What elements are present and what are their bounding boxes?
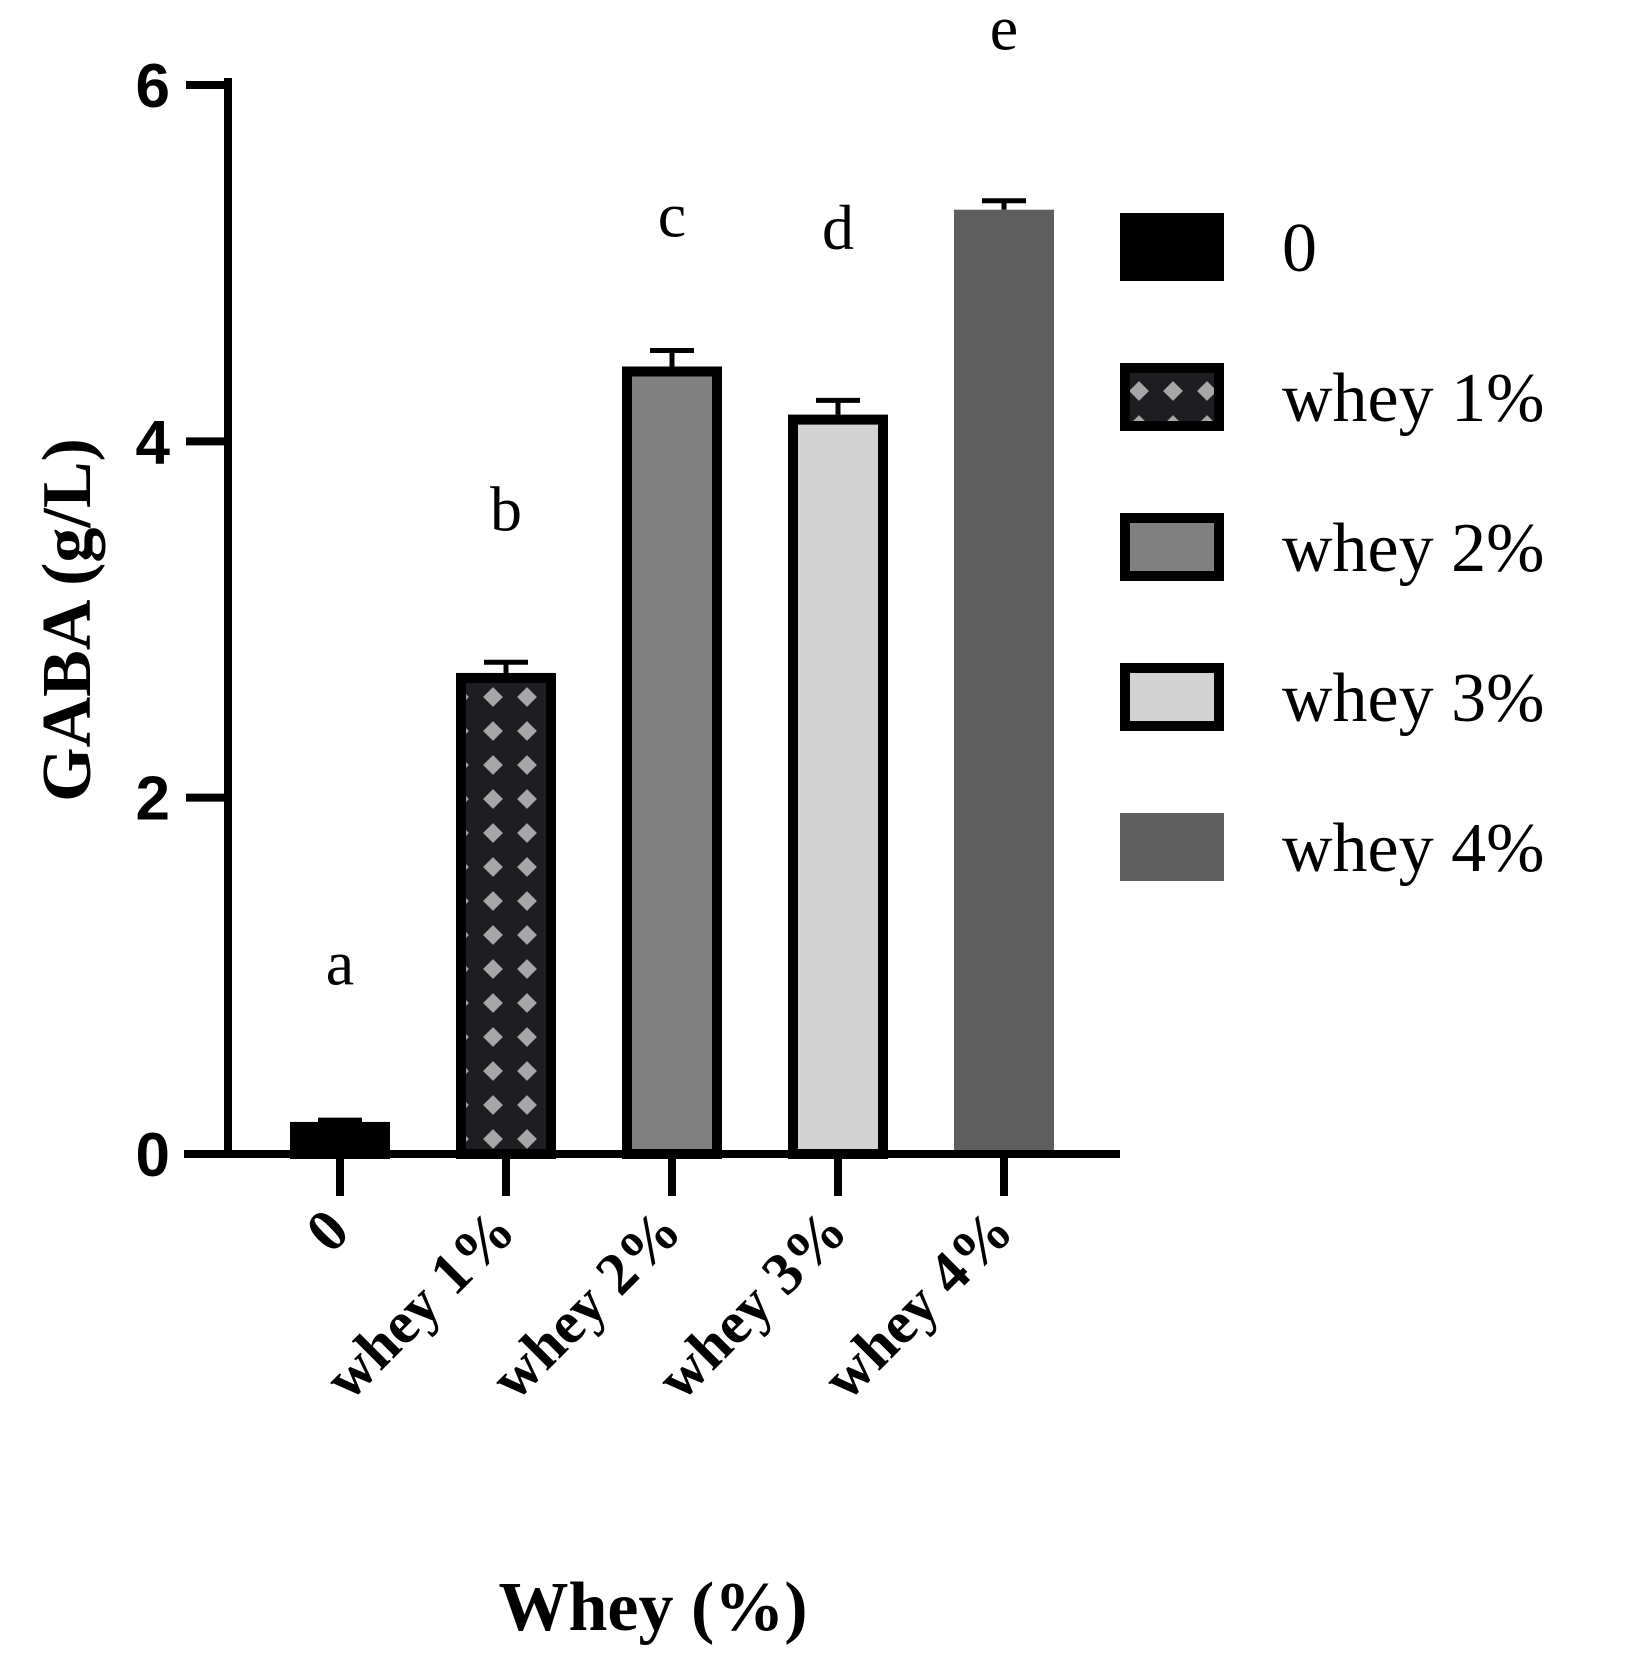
legend-swatch-3 <box>1120 663 1224 731</box>
y-tick-label-3: 6 <box>136 52 170 121</box>
legend-item-4: whey 4% <box>1120 810 1544 887</box>
error-bar-1 <box>484 659 528 673</box>
significance-letter-1: b <box>490 473 522 544</box>
y-tick-label-0: 0 <box>136 1121 170 1190</box>
y-axis-title: GABA (g/L) <box>29 438 106 802</box>
x-axis-title: Whey (%) <box>498 1569 807 1646</box>
error-bars <box>318 198 1026 1123</box>
bar-1 <box>456 672 556 1159</box>
legend-swatch-1 <box>1120 363 1224 431</box>
y-ticks: 0 2 4 6 <box>136 52 228 1190</box>
legend-label-2: whey 2% <box>1282 510 1544 587</box>
legend-label-0: 0 <box>1282 210 1317 287</box>
bar-2 <box>622 366 722 1159</box>
legend-swatch-2 <box>1120 513 1224 581</box>
legend: 0 whey 1% whey 2% whey 3% whey 4% <box>1120 210 1544 887</box>
significance-letter-0: a <box>326 928 354 999</box>
legend-swatch-0 <box>1120 213 1224 281</box>
error-bar-4 <box>982 198 1026 210</box>
significance-letter-3: d <box>822 192 854 263</box>
legend-label-1: whey 1% <box>1282 360 1544 437</box>
legend-label-3: whey 3% <box>1282 660 1544 737</box>
legend-label-4: whey 4% <box>1282 810 1544 887</box>
bars <box>290 209 1054 1160</box>
bar-0 <box>290 1121 390 1160</box>
error-bar-2 <box>650 347 694 367</box>
error-bar-0 <box>318 1117 362 1123</box>
y-tick-label-1: 2 <box>136 765 170 834</box>
legend-item-1: whey 1% <box>1120 360 1544 437</box>
significance-letter-2: c <box>658 179 686 250</box>
y-tick-label-2: 4 <box>136 408 171 477</box>
legend-item-3: whey 3% <box>1120 660 1544 737</box>
significance-letters: a b c d e <box>326 0 1018 999</box>
error-bar-3 <box>816 397 860 415</box>
legend-item-2: whey 2% <box>1120 510 1544 587</box>
significance-letter-4: e <box>990 0 1018 63</box>
bar-4 <box>954 209 1054 1154</box>
legend-swatch-4 <box>1120 813 1224 881</box>
legend-item-0: 0 <box>1120 210 1317 287</box>
bar-3 <box>788 414 888 1159</box>
x-tick-label-0: 0 <box>293 1197 361 1265</box>
